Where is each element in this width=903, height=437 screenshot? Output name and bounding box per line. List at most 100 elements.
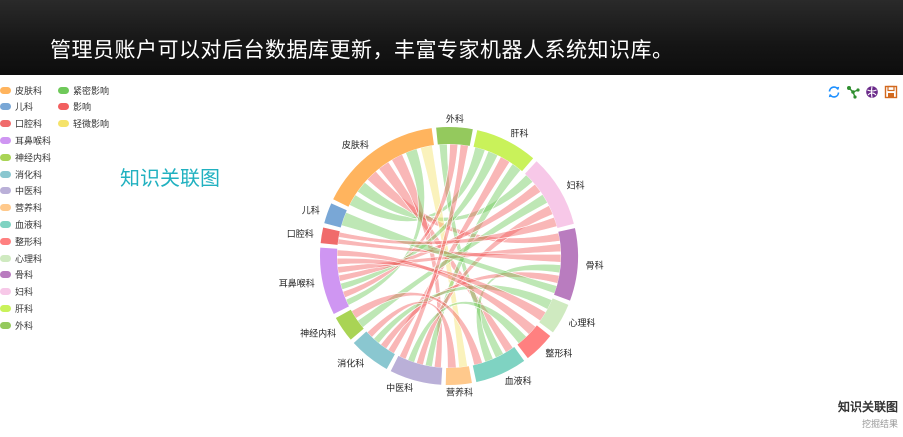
legend-item-category[interactable]: 中医科 xyxy=(0,184,42,198)
chord-icon xyxy=(865,85,878,98)
legend-item-category[interactable]: 儿科 xyxy=(0,100,33,114)
chord-link[interactable] xyxy=(380,271,560,350)
chord-arc-4[interactable] xyxy=(335,309,364,340)
legend-item-category[interactable]: 耳鼻喉科 xyxy=(0,133,51,147)
legend-item-category[interactable]: 肝科 xyxy=(0,301,33,315)
legend-label: 骨科 xyxy=(15,271,34,282)
chord-arc-label: 神经内科 xyxy=(300,328,336,340)
legend-swatch xyxy=(0,321,11,329)
chord-link[interactable] xyxy=(424,163,522,368)
chord-arc-label: 外科 xyxy=(446,113,464,125)
chord-arc-label: 中医科 xyxy=(386,382,413,394)
chord-arc-label: 消化科 xyxy=(337,358,364,370)
legend-item-relation[interactable]: 影响 xyxy=(58,100,91,114)
chord-arc-3[interactable] xyxy=(319,247,349,314)
legend-item-category[interactable]: 皮肤科 xyxy=(0,83,42,97)
legend-swatch xyxy=(0,153,11,161)
legend-swatch xyxy=(0,271,11,279)
legend-label: 神经内科 xyxy=(15,153,52,164)
legend-swatch xyxy=(0,220,11,228)
legend-swatch xyxy=(58,86,69,94)
chord-arc-10[interactable] xyxy=(539,298,569,333)
chord-arc-label: 肝科 xyxy=(511,128,529,140)
legend-label: 妇科 xyxy=(15,288,34,299)
legend-item-category[interactable]: 心理科 xyxy=(0,251,42,265)
chord-arc-7[interactable] xyxy=(445,366,472,385)
corner-subtitle: 挖掘结果 xyxy=(861,420,898,430)
legend-item-category[interactable]: 消化科 xyxy=(0,167,42,181)
save-image-button[interactable] xyxy=(883,84,898,99)
chord-link[interactable] xyxy=(345,148,425,306)
chord-view-button[interactable] xyxy=(864,84,879,99)
chord-arc-5[interactable] xyxy=(353,331,395,369)
legend-label: 外科 xyxy=(15,321,34,332)
refresh-icon xyxy=(828,85,839,98)
legend-swatch xyxy=(0,254,11,262)
legend-swatch xyxy=(58,103,69,111)
chord-arc-label: 耳鼻喉科 xyxy=(279,277,315,289)
legend-item-category[interactable]: 妇科 xyxy=(0,285,33,299)
legend-swatch xyxy=(0,86,11,94)
legend-label: 整形科 xyxy=(15,237,43,248)
refresh-button[interactable] xyxy=(826,84,841,99)
legend-label: 轻微影响 xyxy=(73,120,110,131)
chord-arc-label: 皮肤科 xyxy=(342,139,369,151)
chord-arc-label: 妇科 xyxy=(567,180,585,192)
legend-label: 耳鼻喉科 xyxy=(15,136,52,147)
chord-arc-11[interactable] xyxy=(554,228,578,301)
legend-item-category[interactable]: 骨科 xyxy=(0,268,33,282)
legend-swatch xyxy=(58,120,69,128)
chord-arc-label: 心理科 xyxy=(568,317,595,329)
legend-label: 紧密影响 xyxy=(73,86,110,97)
legend-label: 心理科 xyxy=(15,254,43,265)
banner-title: 管理员账户可以对后台数据库更新，丰富专家机器人系统知识库。 xyxy=(50,38,674,62)
chord-arc-label: 儿科 xyxy=(302,204,320,216)
legend-item-category[interactable]: 神经内科 xyxy=(0,150,51,164)
chord-links xyxy=(336,143,562,369)
legend-swatch xyxy=(0,120,11,128)
chord-arc-label: 营养科 xyxy=(446,387,473,399)
chord-arc-0[interactable] xyxy=(333,128,434,207)
chord-link[interactable] xyxy=(351,292,483,366)
corner-title: 知识关联图 xyxy=(837,400,898,414)
legend-swatch xyxy=(0,103,11,111)
header-banner: 管理员账户可以对后台数据库更新，丰富专家机器人系统知识库。 xyxy=(0,0,903,75)
chart-legend: 皮肤科儿科口腔科耳鼻喉科神经内科消化科中医科营养科血液科整形科心理科骨科妇科肝科… xyxy=(0,81,140,341)
chord-arc-1[interactable] xyxy=(324,203,347,228)
legend-swatch xyxy=(0,288,11,296)
legend-swatch xyxy=(0,237,11,245)
legend-item-category[interactable]: 外科 xyxy=(0,318,33,332)
chord-arc-label: 整形科 xyxy=(545,347,572,359)
legend-item-relation[interactable]: 紧密影响 xyxy=(58,83,109,97)
chord-link[interactable] xyxy=(336,257,547,322)
chord-arc-12[interactable] xyxy=(525,161,574,228)
chord-arc-14[interactable] xyxy=(436,127,473,146)
legend-label: 血液科 xyxy=(15,220,43,231)
legend-swatch xyxy=(0,204,11,212)
legend-label: 肝科 xyxy=(15,304,34,315)
chart-subtitle: 知识关联图 xyxy=(120,166,220,190)
legend-label: 皮肤科 xyxy=(15,86,43,97)
chord-arc-13[interactable] xyxy=(473,130,534,172)
legend-swatch xyxy=(0,187,11,195)
chord-arc-label: 骨科 xyxy=(586,259,604,271)
legend-item-category[interactable]: 营养科 xyxy=(0,201,42,215)
chord-arc-2[interactable] xyxy=(320,227,340,245)
chord-arc-9[interactable] xyxy=(517,325,551,359)
legend-label: 口腔科 xyxy=(15,120,43,131)
legend-label: 影响 xyxy=(73,103,92,114)
legend-item-category[interactable]: 血液科 xyxy=(0,217,42,231)
legend-item-category[interactable]: 口腔科 xyxy=(0,117,42,131)
legend-item-relation[interactable]: 轻微影响 xyxy=(58,117,109,131)
chart-toolbox xyxy=(826,84,898,99)
force-layout-button[interactable] xyxy=(845,84,860,99)
legend-label: 营养科 xyxy=(15,204,43,215)
legend-swatch xyxy=(0,136,11,144)
chord-arc-8[interactable] xyxy=(472,347,525,383)
chord-arc-6[interactable] xyxy=(390,355,443,385)
chord-link[interactable] xyxy=(415,205,554,366)
force-layout-icon xyxy=(846,85,860,99)
legend-item-category[interactable]: 整形科 xyxy=(0,234,42,248)
chord-arcs xyxy=(319,127,578,385)
